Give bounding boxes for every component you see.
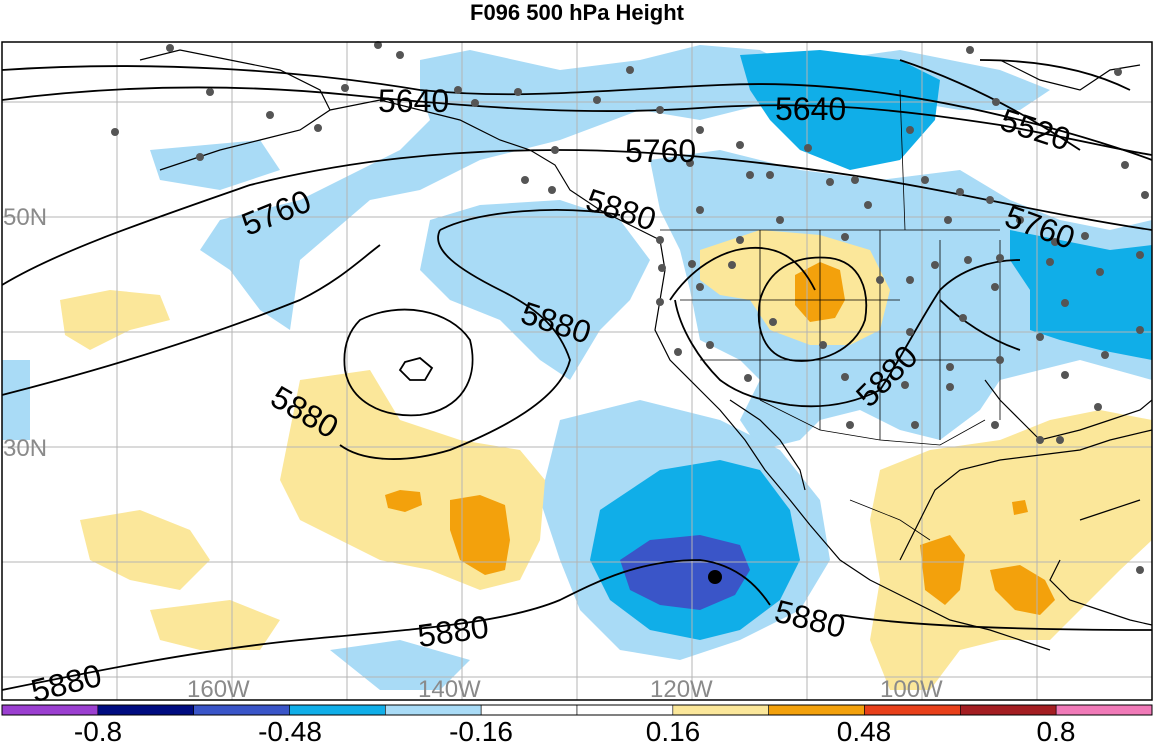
lon-label-120w: 120W (650, 676, 713, 703)
lon-label-100w: 100W (880, 676, 943, 703)
map-panel: 5640 5640 5520 5760 5760 5760 5880 5880 … (1, 41, 1153, 709)
negative-dark-shading (620, 535, 750, 610)
colorbar-swatch (672, 704, 769, 716)
contour-label-5640-b: 5640 (775, 91, 846, 127)
colorbar-swatch (385, 704, 482, 716)
height-contours (1, 59, 1153, 691)
chart-title: F096 500 hPa Height (470, 0, 684, 25)
coastlines (139, 49, 1153, 651)
station-markers (111, 41, 1149, 574)
contour-label-5640-a: 5640 (378, 83, 449, 119)
lat-label-30n: 30N (3, 435, 47, 462)
graticule (2, 42, 1152, 700)
colorbar-swatch (864, 704, 961, 716)
colorbar-tick: -0.16 (449, 716, 513, 742)
colorbar-swatch (193, 704, 290, 716)
graticule-labels: 50N 30N 160W 140W 120W 100W (3, 204, 943, 703)
contour-label-5760-b: 5760 (625, 133, 696, 169)
colorbar-tick: 0.16 (646, 716, 701, 742)
colorbar-swatch (97, 704, 194, 716)
colorbar-tick: 0.8 (1037, 716, 1076, 742)
lat-label-50n: 50N (3, 204, 47, 231)
colorbar-swatch (576, 704, 674, 716)
colorbar-tick: -0.8 (74, 716, 122, 742)
colorbar-tick: -0.48 (258, 716, 322, 742)
colorbar-tick: 0.48 (837, 716, 892, 742)
lon-label-140w: 140W (418, 676, 481, 703)
colorbar-swatch (1, 704, 99, 716)
colorbar-tick-labels: -0.8 -0.48 -0.16 0.16 0.48 0.8 (74, 716, 1076, 742)
colorbar-swatch (768, 704, 865, 716)
political-borders (660, 89, 1001, 541)
colorbar: -0.8 -0.48 -0.16 0.16 0.48 0.8 (1, 704, 1153, 742)
colorbar-swatch (289, 704, 386, 716)
colorbar-swatch (1055, 704, 1153, 716)
colorbar-swatch (480, 704, 578, 716)
colorbar-swatch (960, 704, 1057, 716)
lon-label-160w: 160W (187, 676, 250, 703)
highlight-marker (708, 570, 722, 584)
